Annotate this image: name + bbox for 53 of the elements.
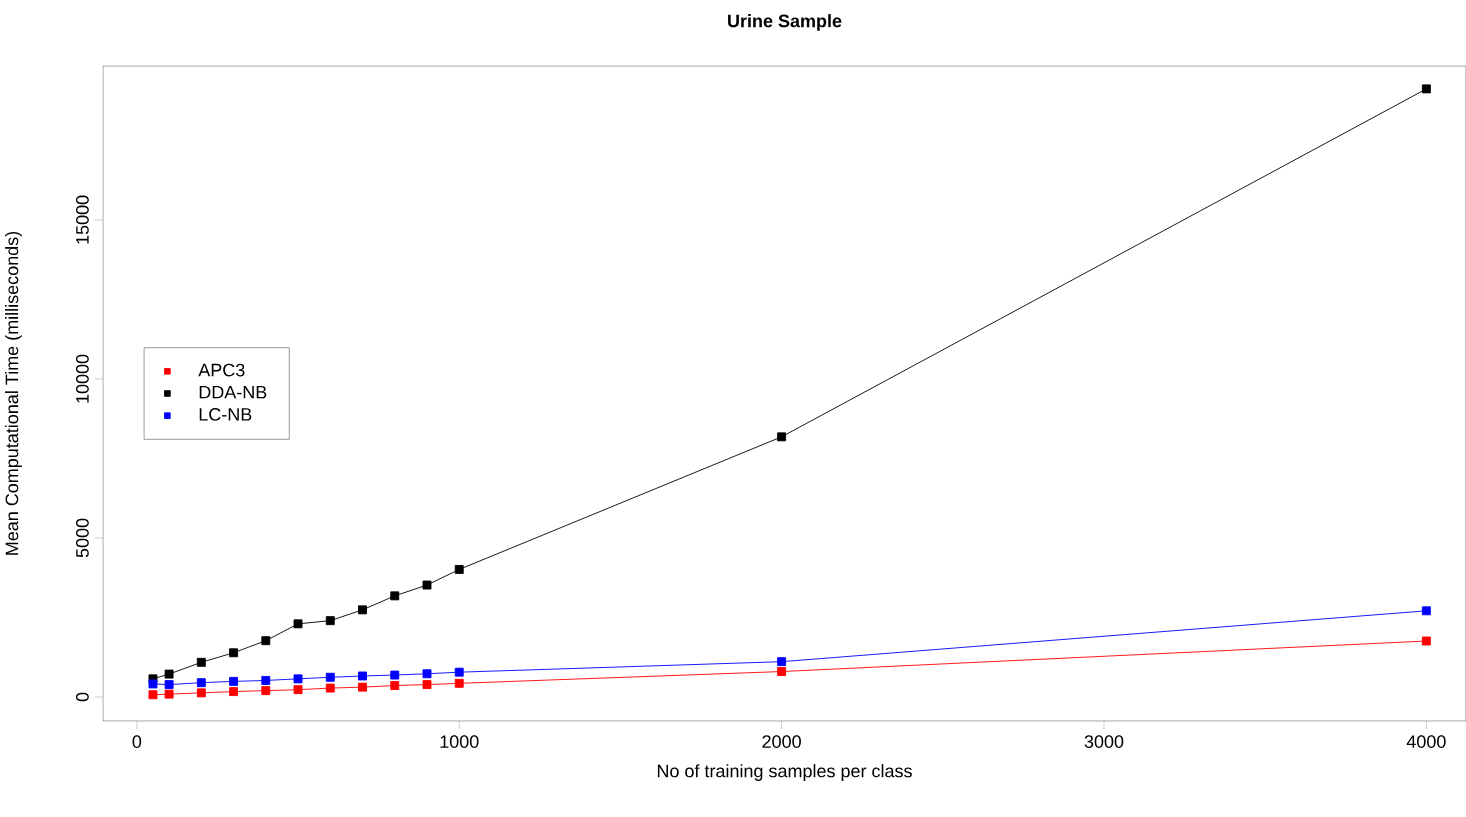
point — [196, 688, 206, 698]
point — [148, 679, 158, 689]
point — [196, 657, 206, 667]
point — [390, 591, 400, 601]
point — [148, 690, 158, 700]
legend-label: APC3 — [198, 363, 245, 377]
point — [390, 670, 400, 680]
x-tick-label: 0 — [132, 735, 142, 748]
y-tick-label: 0 — [76, 692, 89, 702]
point — [325, 683, 335, 693]
point — [422, 669, 432, 679]
point — [261, 676, 271, 685]
point — [1421, 606, 1431, 616]
x-tick-label: 1000 — [440, 735, 479, 748]
point — [229, 648, 239, 658]
point — [164, 669, 174, 679]
point — [777, 432, 787, 442]
point — [164, 689, 174, 699]
point — [777, 667, 787, 676]
point — [293, 685, 303, 695]
point — [164, 680, 174, 690]
point — [1421, 84, 1431, 94]
chart-title: Urine Sample — [728, 14, 842, 31]
point — [454, 667, 464, 677]
point — [229, 687, 239, 697]
point — [1421, 636, 1431, 646]
legend-label: DDA-NB — [199, 385, 267, 399]
point — [325, 616, 335, 626]
y-axis-title: Mean Computational Time (milliseconds) — [5, 231, 22, 555]
point — [358, 671, 367, 681]
point — [358, 682, 367, 692]
x-tick-label: 3000 — [1084, 735, 1124, 748]
y-tick-label: 15000 — [76, 195, 89, 244]
point — [229, 676, 239, 686]
point — [358, 605, 367, 615]
point — [293, 674, 303, 684]
point — [454, 565, 464, 574]
point — [422, 580, 432, 590]
x-tick-label: 2000 — [762, 735, 801, 748]
point — [261, 636, 271, 646]
point — [454, 678, 464, 688]
point — [293, 619, 303, 629]
x-axis-title: No of training samples per class — [657, 764, 912, 781]
point — [325, 672, 335, 682]
x-tick-label: 4000 — [1406, 735, 1446, 748]
point — [261, 686, 271, 696]
y-tick-label: 10000 — [76, 354, 89, 403]
point — [777, 657, 787, 667]
legend-label: LC-NB — [199, 408, 252, 421]
y-tick-label: 5000 — [76, 518, 89, 558]
point — [196, 678, 206, 688]
point — [422, 680, 432, 690]
point — [390, 681, 400, 690]
